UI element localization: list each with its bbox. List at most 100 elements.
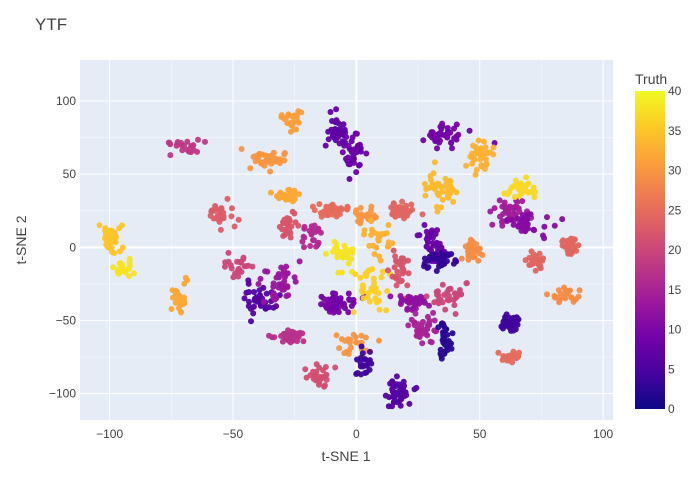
data-point[interactable] [108,231,115,238]
data-point[interactable] [559,238,566,245]
data-point[interactable] [107,239,114,246]
data-point[interactable] [179,301,186,308]
data-point[interactable] [447,129,454,136]
data-point[interactable] [202,138,208,145]
data-point[interactable] [362,356,369,363]
data-point[interactable] [437,296,444,303]
data-point[interactable] [296,258,303,265]
data-point[interactable] [96,222,103,229]
data-point[interactable] [353,169,360,176]
data-point[interactable] [339,149,346,156]
data-point[interactable] [478,162,485,169]
data-point[interactable] [428,231,435,238]
data-point[interactable] [358,371,364,378]
data-point[interactable] [391,264,398,271]
data-point[interactable] [423,293,430,300]
data-point[interactable] [268,158,275,164]
data-point[interactable] [167,141,174,148]
data-point[interactable] [401,393,408,400]
data-point[interactable] [293,334,300,341]
data-point[interactable] [285,220,291,227]
data-point[interactable] [401,215,407,222]
data-point[interactable] [301,244,307,251]
data-point[interactable] [228,213,235,220]
data-point[interactable] [419,340,426,347]
data-point[interactable] [423,228,430,235]
data-point[interactable] [181,280,188,287]
data-point[interactable] [353,130,360,137]
data-point[interactable] [301,234,308,241]
data-point[interactable] [405,322,412,329]
data-point[interactable] [111,250,118,256]
data-point[interactable] [117,248,123,255]
data-point[interactable] [396,397,403,404]
data-point[interactable] [418,322,425,329]
data-point[interactable] [491,205,498,212]
data-point[interactable] [333,117,340,124]
data-point[interactable] [291,274,298,281]
data-point[interactable] [390,392,397,399]
data-point[interactable] [184,138,191,145]
data-point[interactable] [435,324,442,331]
data-point[interactable] [434,208,441,215]
data-point[interactable] [527,211,534,218]
data-point[interactable] [332,137,339,144]
data-point[interactable] [397,402,404,409]
data-point[interactable] [315,239,322,246]
data-point[interactable] [285,111,292,118]
data-point[interactable] [230,274,237,281]
data-point[interactable] [126,259,133,266]
data-point[interactable] [551,292,558,299]
data-point[interactable] [353,207,360,214]
data-point[interactable] [379,268,386,275]
data-point[interactable] [438,355,445,362]
data-point[interactable] [400,268,407,275]
data-point[interactable] [411,322,418,329]
data-point[interactable] [475,137,482,144]
data-point[interactable] [446,293,453,299]
data-point[interactable] [439,123,446,129]
data-point[interactable] [391,273,398,280]
data-point[interactable] [396,261,403,268]
data-point[interactable] [442,326,449,332]
data-point[interactable] [446,177,453,184]
data-point[interactable] [330,248,336,255]
data-point[interactable] [508,184,515,191]
data-point[interactable] [392,257,399,264]
data-point[interactable] [406,400,413,407]
data-point[interactable] [444,331,451,338]
data-point[interactable] [332,364,339,371]
data-point[interactable] [420,137,427,144]
data-point[interactable] [316,201,323,208]
data-point[interactable] [510,221,517,228]
data-point[interactable] [411,386,418,393]
data-point[interactable] [483,161,490,168]
data-point[interactable] [335,309,342,316]
data-point[interactable] [335,269,342,276]
data-point[interactable] [269,152,276,159]
data-point[interactable] [450,260,457,267]
data-point[interactable] [385,267,391,274]
data-point[interactable] [540,232,546,239]
data-point[interactable] [482,144,489,151]
data-point[interactable] [412,310,419,317]
data-point[interactable] [168,306,175,312]
data-point[interactable] [220,215,227,222]
data-point[interactable] [403,202,409,209]
data-point[interactable] [360,295,367,302]
data-point[interactable] [362,334,369,341]
data-point[interactable] [498,323,505,330]
data-point[interactable] [353,339,359,346]
data-point[interactable] [318,301,325,308]
data-point[interactable] [337,205,344,212]
data-point[interactable] [508,216,515,223]
data-point[interactable] [281,150,288,156]
data-point[interactable] [431,317,438,324]
data-point[interactable] [504,217,510,223]
data-point[interactable] [393,373,400,380]
data-point[interactable] [346,145,353,152]
data-point[interactable] [195,136,201,143]
data-point[interactable] [249,263,256,270]
data-point[interactable] [298,109,305,116]
data-point[interactable] [277,281,284,288]
